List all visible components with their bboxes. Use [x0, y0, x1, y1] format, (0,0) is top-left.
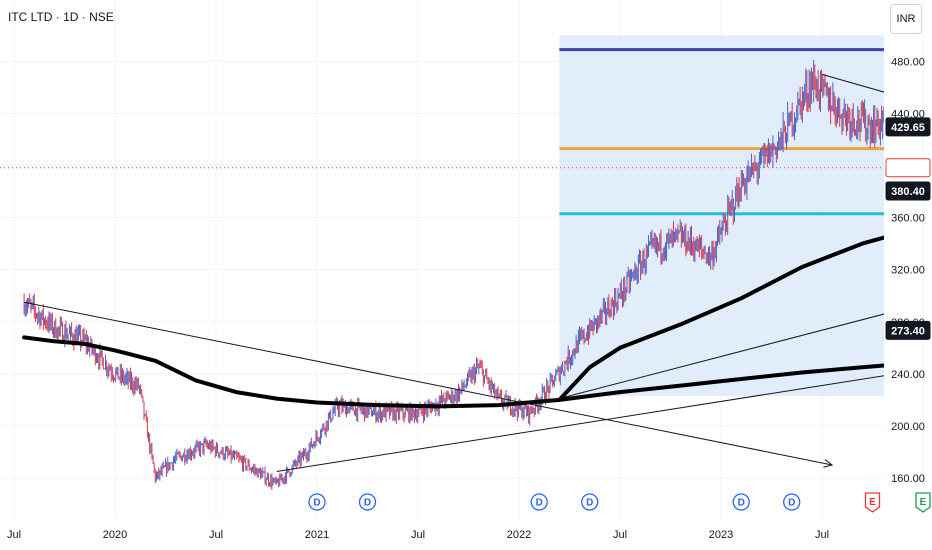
x-tick-label: 2023 [709, 529, 733, 541]
price-label-badge [885, 181, 931, 201]
moving-average-line [557, 235, 884, 402]
price-label-badge [885, 158, 931, 178]
earnings-marker-label: E [920, 497, 927, 508]
price-label-badge [885, 320, 931, 340]
dividend-marker-label: D [364, 498, 371, 509]
candles [23, 59, 884, 491]
dividend-marker-label: D [536, 498, 543, 509]
y-tick-label: 160.00 [891, 473, 925, 485]
x-tick-label: Jul [815, 529, 829, 541]
earnings-marker [864, 492, 881, 513]
price-label-text: 273.40 [891, 325, 925, 337]
price-label-text: 380.40 [891, 186, 925, 198]
trend-line [24, 301, 833, 466]
dividend-marker [732, 493, 750, 511]
earnings-marker [915, 492, 931, 513]
dividend-marker-label: D [313, 498, 320, 509]
price-label-text: 429.65 [891, 122, 925, 134]
x-tick-label: 2022 [507, 529, 531, 541]
dividend-marker [783, 493, 801, 511]
trend-line [276, 375, 884, 472]
dividend-marker [530, 493, 548, 511]
chart-title: ITC LTD · 1D · NSE [8, 10, 114, 24]
plot-area [22, 35, 884, 491]
x-tick-label: Jul [7, 529, 21, 541]
dividend-marker-label: D [788, 498, 795, 509]
currency-button[interactable]: INR [890, 4, 922, 34]
dividend-marker [581, 493, 599, 511]
y-tick-label: 320.00 [891, 265, 925, 277]
y-tick-label: 240.00 [891, 369, 925, 381]
price-label-badge [885, 117, 931, 137]
dividend-marker [358, 493, 377, 511]
event-markers: DDDDDDEEEEEEEEE [308, 492, 931, 513]
dividend-marker-label: D [586, 498, 593, 509]
dividend-marker-label: D [738, 498, 745, 509]
trend-line-arrowhead [823, 459, 834, 468]
x-tick-label: Jul [411, 529, 425, 541]
x-axis: Jul 2020 Jul 2021 Jul 2022 Jul 2023 Jul [7, 529, 829, 541]
y-tick-label: 200.00 [891, 421, 925, 433]
price-label-text: 398.30 [891, 163, 925, 175]
y-tick-label: 360.00 [891, 213, 925, 225]
x-tick-label: Jul [209, 529, 223, 541]
trend-line [539, 313, 884, 405]
x-tick-label: 2021 [305, 529, 329, 541]
dividend-marker [308, 493, 326, 511]
x-tick-label: Jul [613, 529, 627, 541]
earnings-marker-label: E [869, 497, 876, 508]
x-tick-label: 2020 [103, 529, 127, 541]
y-tick-label: 480.00 [891, 56, 925, 68]
